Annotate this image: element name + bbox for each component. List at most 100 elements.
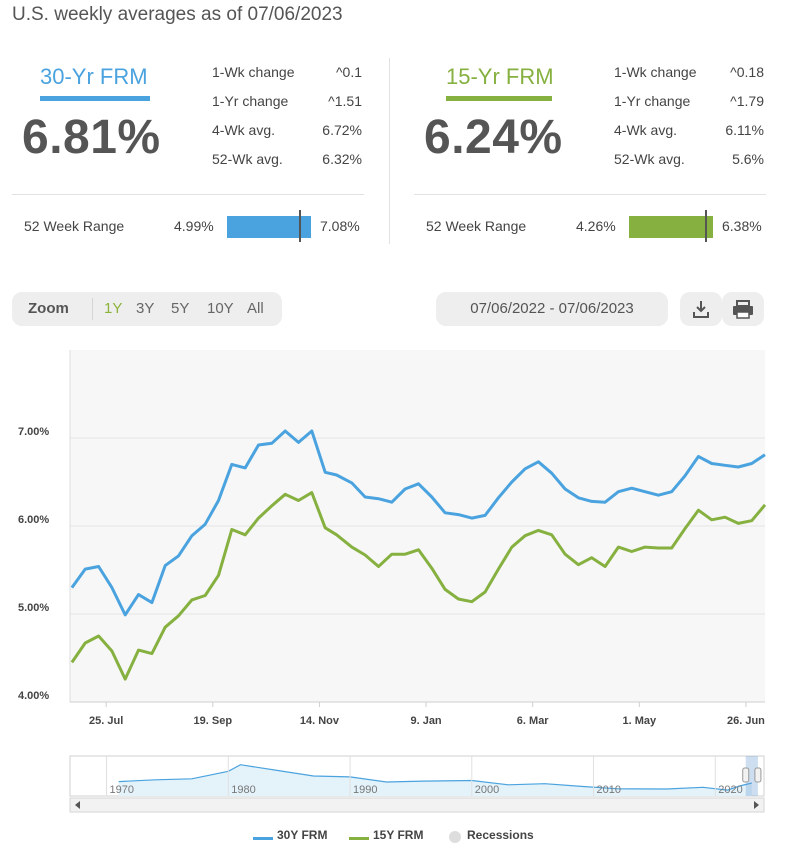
series-30y-line[interactable] [70, 429, 766, 617]
stat-row: 1-Yr change ^1.51 [212, 89, 362, 118]
y-tick-label: 4.00% [18, 690, 49, 702]
navigator-scrollbar[interactable] [69, 797, 765, 813]
scroll-right-icon[interactable] [754, 801, 759, 809]
stats-list: 1-Wk change ^0.1 1-Yr change ^1.51 4-Wk … [212, 60, 362, 176]
legend-recessions-dot [449, 831, 461, 843]
y-tick-label: 5.00% [18, 602, 49, 614]
print-button[interactable] [722, 292, 764, 326]
range-bar [227, 216, 311, 238]
legend-recessions-label[interactable]: Recessions [467, 828, 534, 842]
stat-row: 52-Wk avg. 5.6% [614, 147, 764, 176]
navigator-handle[interactable] [742, 767, 750, 783]
up-caret-icon: ^ [335, 64, 343, 80]
rate-name: 30-Yr FRM [40, 64, 148, 89]
x-tick-label: 25. Jul [89, 715, 123, 727]
range-label: 52 Week Range [426, 218, 527, 234]
rates-line-chart[interactable]: 4.00% 5.00% 6.00% 7.00% 25. Jul 19. Sep 14. No… [0, 340, 800, 740]
navigator-selection[interactable] [745, 756, 758, 796]
stat-value: 6.72% [322, 122, 362, 138]
stat-row: 4-Wk avg. 6.11% [614, 118, 764, 147]
zoom-label: Zoom [28, 300, 69, 317]
scroll-left-icon[interactable] [75, 801, 80, 809]
x-tick-label: 19. Sep [194, 715, 233, 727]
stat-row: 1-Yr change ^1.79 [614, 89, 764, 118]
range-current-marker [705, 210, 707, 242]
navigator-tick-label: 1970 [110, 784, 134, 796]
navigator-handle[interactable] [754, 767, 762, 783]
rate-card-30yr: 30-Yr FRM 6.81% 1-Wk change ^0.1 1-Yr ch… [12, 56, 372, 246]
card-divider [414, 194, 766, 195]
range-max: 6.38% [722, 218, 762, 234]
x-tick-label: 1. May [623, 715, 658, 727]
zoom-3y-button[interactable]: 3Y [136, 300, 155, 317]
zoom-divider [92, 298, 93, 320]
up-caret-icon: ^ [730, 93, 737, 109]
zoom-5y-button[interactable]: 5Y [171, 300, 190, 317]
x-tick-label: 9. Jan [410, 715, 441, 727]
stat-label: 1-Wk change [212, 64, 295, 80]
stat-label: 4-Wk avg. [614, 122, 678, 138]
stat-value: 6.11% [725, 122, 764, 138]
stat-label: 1-Yr change [614, 93, 691, 109]
up-caret-icon: ^ [730, 64, 737, 80]
stat-value: ^0.18 [730, 64, 764, 80]
rate-underline [446, 96, 552, 101]
card-vertical-divider [389, 58, 390, 244]
range-max: 7.08% [320, 218, 360, 234]
range-current-marker [299, 210, 301, 242]
navigator-tick-label: 1990 [353, 784, 377, 796]
legend-30y-label[interactable]: 30Y FRM [277, 828, 328, 842]
stat-value: ^1.79 [730, 93, 764, 109]
stat-value: 5.6% [732, 151, 764, 167]
range-label: 52 Week Range [24, 218, 125, 234]
stat-label: 52-Wk avg. [614, 151, 685, 167]
stat-row: 4-Wk avg. 6.72% [212, 118, 362, 147]
stat-label: 1-Yr change [212, 93, 289, 109]
navigator-tick-label: 2010 [597, 784, 621, 796]
x-tick-label: 14. Nov [300, 715, 340, 727]
navigator-tick-label: 1980 [231, 784, 255, 796]
stat-value: 6.32% [322, 151, 362, 167]
x-tick-label: 6. Mar [517, 715, 550, 727]
range-min: 4.99% [174, 218, 214, 234]
y-tick-label: 7.00% [18, 426, 49, 438]
legend-30y-swatch [253, 837, 273, 840]
zoom-1y-button[interactable]: 1Y [104, 300, 123, 317]
page-subtitle: U.S. weekly averages as of 07/06/2023 [12, 4, 343, 25]
rate-value: 6.24% [424, 111, 563, 164]
zoom-control: Zoom 1Y 3Y 5Y 10Y All [12, 292, 282, 326]
zoom-10y-button[interactable]: 10Y [207, 300, 234, 317]
rate-value: 6.81% [22, 111, 161, 164]
print-icon [733, 300, 753, 319]
navigator-series-line [118, 764, 752, 791]
stat-row: 1-Wk change ^0.18 [614, 60, 764, 89]
rate-name: 15-Yr FRM [446, 64, 554, 89]
stat-label: 1-Wk change [614, 64, 697, 80]
download-icon [693, 301, 709, 318]
rate-card-15yr: 15-Yr FRM 6.24% 1-Wk change ^0.18 1-Yr c… [414, 56, 774, 246]
range-min: 4.26% [576, 218, 616, 234]
download-button[interactable] [680, 292, 722, 326]
up-caret-icon: ^ [328, 93, 335, 109]
navigator-tick-label: 2020 [718, 784, 742, 796]
legend-15y-swatch [349, 837, 369, 840]
x-tick-label: 26. Jun [727, 715, 765, 727]
series-15y-line[interactable] [70, 491, 767, 681]
range-bar [629, 216, 713, 238]
rate-underline [40, 96, 150, 101]
chart-legend: 30Y FRM 15Y FRM Recessions [0, 828, 800, 848]
legend-15y-label[interactable]: 15Y FRM [373, 828, 424, 842]
card-divider [12, 194, 364, 195]
stat-row: 1-Wk change ^0.1 [212, 60, 362, 89]
stat-label: 52-Wk avg. [212, 151, 283, 167]
stat-label: 4-Wk avg. [212, 122, 276, 138]
chart-navigator[interactable]: 1970 1980 1990 2000 2010 2020 [0, 752, 800, 816]
stat-row: 52-Wk avg. 6.32% [212, 147, 362, 176]
navigator-tick-label: 2000 [475, 784, 499, 796]
zoom-all-button[interactable]: All [247, 300, 264, 317]
date-range-display[interactable]: 07/06/2022 - 07/06/2023 [436, 292, 668, 326]
y-tick-label: 6.00% [18, 514, 49, 526]
stat-value: ^0.1 [335, 64, 362, 80]
stats-list: 1-Wk change ^0.18 1-Yr change ^1.79 4-Wk… [614, 60, 764, 176]
stat-value: ^1.51 [328, 93, 362, 109]
